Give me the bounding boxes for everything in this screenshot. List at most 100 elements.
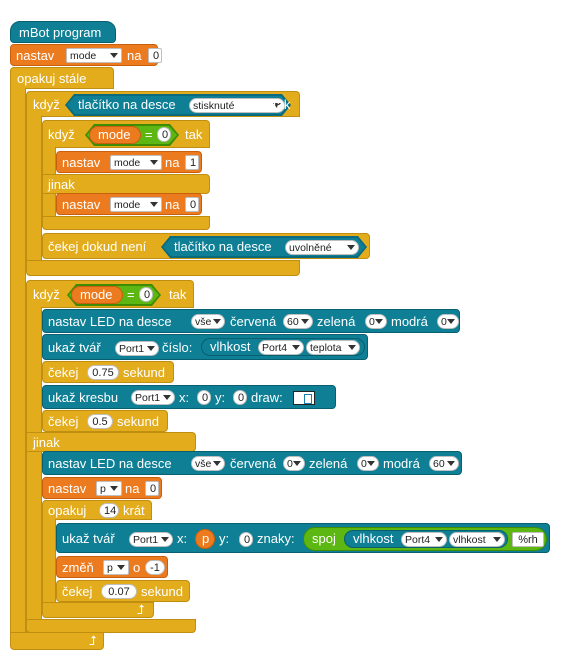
value-input[interactable]: 0 [185,197,199,212]
red-dropdown[interactable]: 60 [283,314,313,329]
show-face-text-block[interactable]: ukaž tvář Port1 x: p y: 0 znaky: spoj vl… [56,523,550,553]
to-label: na [127,48,142,63]
green-dropdown[interactable]: 0 [357,456,379,471]
set-mode-0-block[interactable]: nastav mode na 0 [56,193,202,215]
wait-until-block[interactable]: čekej dokud není tlačítko na desce uvoln… [42,233,370,259]
red-dropdown[interactable]: 0 [283,456,305,471]
else-label: jinak [48,177,75,192]
port-dropdown[interactable]: Port1 [129,532,173,547]
variable-dropdown[interactable]: mode [66,48,122,63]
led-which-dropdown[interactable]: vše [191,314,225,329]
by-label: o [133,560,141,575]
button-sensor[interactable]: tlačítko na desce stisknuté [65,94,291,116]
else-main: jinak [26,432,196,452]
mode-reporter[interactable]: mode [89,126,141,144]
red-label: červená [230,314,277,329]
show-face-block[interactable]: ukaž tvář Port1 číslo: vlhkost Port4 tep… [42,334,368,360]
if-label: když [33,287,60,302]
if-button-bottom [26,260,300,276]
loop-arrow-icon: ⮥ [89,633,97,648]
wait-label: čekej [48,365,79,380]
set-mode-1-block[interactable]: nastav mode na 1 [56,151,202,173]
wait-label: čekej [62,584,93,599]
variable-dropdown[interactable]: p [96,481,122,496]
x-input[interactable]: 0 [197,390,211,405]
wait-block-3[interactable]: čekej 0.07 sekund [56,580,190,602]
blue-dropdown[interactable]: 0 [437,314,459,329]
x-label: x: [179,390,190,405]
loop-arrow-icon: ⮥ [137,602,145,617]
if-label: když [33,97,60,112]
to-label: na [165,197,180,212]
humidity-reporter[interactable]: vlhkost Port4 teplota [201,338,365,356]
show-drawing-block[interactable]: ukaž kresbu Port1 x: 0 y: 0 draw: [42,385,336,409]
led-which-dropdown[interactable]: vše [191,456,225,471]
green-dropdown[interactable]: 0 [365,314,387,329]
seconds-label: sekund [117,414,159,429]
variable-dropdown[interactable]: p [103,560,129,575]
value-input[interactable]: -1 [145,560,165,575]
p-reporter[interactable]: p [195,529,215,549]
set-mode-block[interactable]: nastav mode na 0 [10,44,162,66]
equals-operator[interactable]: mode = 0 [67,284,161,306]
green-label: zelená [317,314,356,329]
value-input[interactable]: 0 [145,481,159,496]
led-label: nastav LED na desce [48,456,172,471]
set-label: nastav [16,48,55,63]
seconds-label: sekund [123,365,165,380]
number-label: číslo: [162,340,193,355]
drawing-editor-icon[interactable] [293,391,315,405]
show-face-label: ukaž tvář [62,531,115,546]
sensor-port-dropdown[interactable]: Port4 [401,532,447,547]
value-input[interactable]: 0 [157,127,171,142]
equals-operator[interactable]: mode = 0 [85,124,179,146]
change-p-block[interactable]: změň p o -1 [56,556,168,578]
sensor-port-dropdown[interactable]: Port4 [258,340,304,355]
value-input[interactable]: 1 [185,155,199,170]
sensor-type-dropdown[interactable]: vlhkost [449,532,505,547]
sensor-type-dropdown[interactable]: teplota [306,340,360,355]
value-input[interactable]: 0 [148,48,162,63]
set-led-block[interactable]: nastav LED na desce vše červená 60 zelen… [42,309,460,333]
forever-block[interactable]: opakuj stále [10,67,114,89]
port-dropdown[interactable]: Port1 [115,341,159,356]
set-led-block-2[interactable]: nastav LED na desce vše červená 0 zelená… [42,451,462,475]
show-drawing-label: ukaž kresbu [48,390,119,405]
button-sensor[interactable]: tlačítko na desce uvolněné [161,236,367,258]
repeat-block[interactable]: opakuj 14 krát [42,500,152,520]
y-input[interactable]: 0 [239,532,253,547]
blue-dropdown[interactable]: 60 [429,456,459,471]
wait-block[interactable]: čekej 0.75 sekund [42,361,174,383]
seconds-label: sekund [141,584,183,599]
variable-dropdown[interactable]: mode [110,197,162,212]
suffix-input[interactable]: %rh [512,532,544,547]
wait-seconds-input[interactable]: 0.5 [87,414,113,429]
value-input[interactable]: 0 [139,287,153,302]
if-mode-block[interactable]: když mode = 0 tak [42,120,210,148]
repeat-count-input[interactable]: 14 [99,503,119,518]
else-label: jinak [33,435,60,450]
set-p-block[interactable]: nastav p na 0 [42,477,162,499]
sensor-label: tlačítko na desce [78,97,176,112]
y-input[interactable]: 0 [233,390,247,405]
if-else-main-block[interactable]: když mode = 0 tak [26,280,194,308]
if-else-main-arm [26,307,42,632]
forever-label: opakuj stále [17,71,87,86]
wait-block-2[interactable]: čekej 0.5 sekund [42,410,168,432]
button-state-dropdown[interactable]: stisknuté [189,98,285,113]
button-state-dropdown[interactable]: uvolněné [285,240,359,255]
mode-reporter[interactable]: mode [71,286,123,304]
then-label: tak [273,97,291,112]
then-label: tak [169,287,187,302]
repeat-label: opakuj [48,503,87,518]
if-button-block[interactable]: když tlačítko na desce stisknuté tak [26,91,300,117]
wait-seconds-input[interactable]: 0.75 [87,365,119,380]
red-label: červená [230,456,277,471]
variable-dropdown[interactable]: mode [110,155,162,170]
wait-seconds-input[interactable]: 0.07 [101,584,137,599]
humidity-reporter[interactable]: vlhkost Port4 vlhkost [344,530,508,548]
join-reporter[interactable]: spoj vlhkost Port4 vlhkost %rh [303,527,547,551]
port-dropdown[interactable]: Port1 [131,390,175,405]
mbot-program-hat-block[interactable]: mBot program [10,21,116,43]
green-label: zelená [309,456,348,471]
